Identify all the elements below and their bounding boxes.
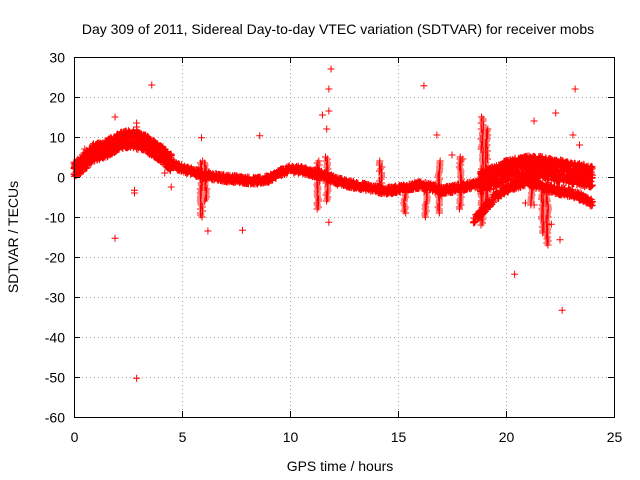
data-point <box>158 142 166 150</box>
data-point <box>552 109 560 117</box>
x-tick-label: 25 <box>607 429 623 445</box>
data-point <box>133 374 141 382</box>
data-point <box>325 218 333 226</box>
data-point <box>571 85 579 93</box>
data-point <box>204 227 212 235</box>
y-tick-label: -50 <box>45 370 65 386</box>
x-tick-label: 20 <box>499 429 515 445</box>
data-point <box>323 125 331 133</box>
data-point <box>558 306 566 314</box>
y-tick-label: -20 <box>45 250 65 266</box>
data-point <box>197 134 205 142</box>
x-axis-title: GPS time / hours <box>287 458 394 474</box>
y-tick-label: -40 <box>45 330 65 346</box>
y-tick-label: 30 <box>49 50 65 66</box>
data-point <box>148 81 156 89</box>
x-tick-label: 10 <box>283 429 299 445</box>
data-point <box>318 111 326 119</box>
y-tick-label: 20 <box>49 90 65 106</box>
y-axis-title: SDTVAR / TECUs <box>5 181 21 293</box>
data-point <box>111 113 119 121</box>
x-tick-label: 5 <box>179 429 187 445</box>
x-axis-ticks: 0 5 10 15 20 25 <box>71 57 623 445</box>
y-tick-label: -10 <box>45 210 65 226</box>
data-point <box>575 141 583 149</box>
y-tick-label: 0 <box>57 170 65 186</box>
data-point <box>530 117 538 125</box>
y-axis-ticks: 30 20 10 0 -10 -20 -30 -40 -50 -60 <box>45 50 614 426</box>
data-point <box>327 65 335 73</box>
x-tick-label: 0 <box>71 429 79 445</box>
data-points <box>70 65 596 382</box>
y-tick-label: -60 <box>45 410 65 426</box>
y-tick-label: 10 <box>49 130 65 146</box>
data-point <box>111 234 119 242</box>
data-point <box>556 236 564 244</box>
data-point <box>511 270 519 278</box>
data-point <box>325 107 333 115</box>
data-point <box>420 82 428 90</box>
chart-title: Day 309 of 2011, Sidereal Day-to-day VTE… <box>82 21 594 37</box>
data-point <box>256 132 264 140</box>
data-point <box>448 151 456 159</box>
data-point <box>238 226 246 234</box>
data-point <box>325 85 333 93</box>
x-tick-label: 15 <box>391 429 407 445</box>
plot-frame <box>74 57 615 418</box>
grid <box>74 57 614 417</box>
y-tick-label: -30 <box>45 290 65 306</box>
data-point <box>167 183 175 191</box>
